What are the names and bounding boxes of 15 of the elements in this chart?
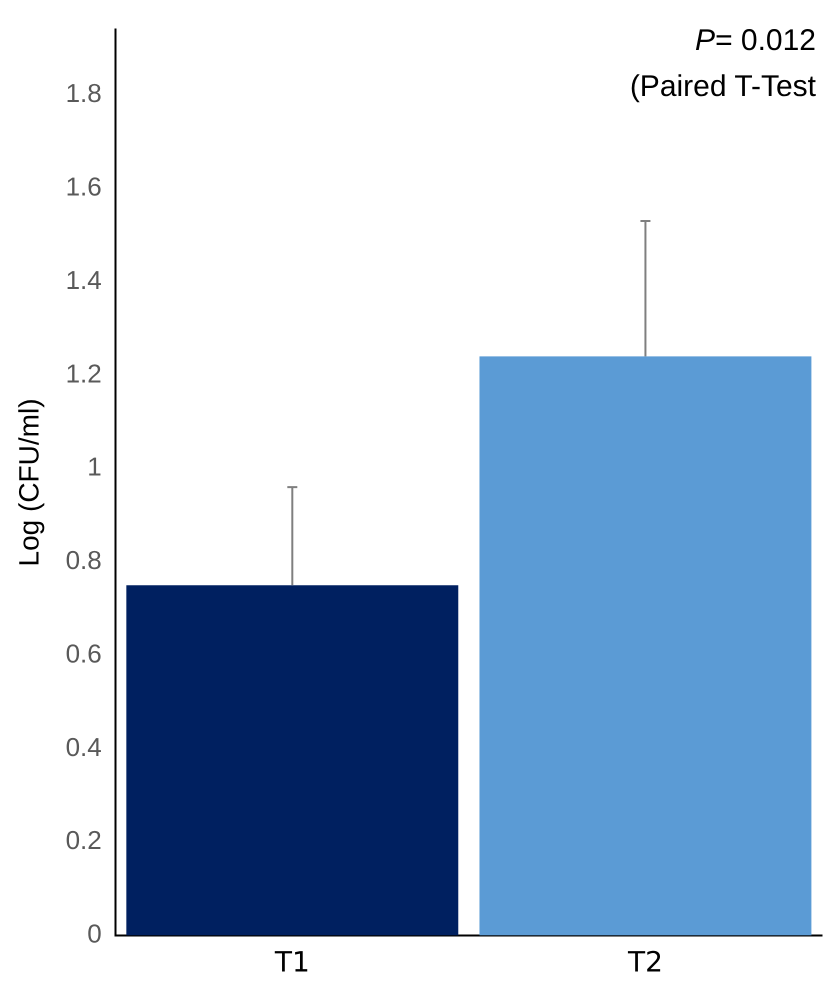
y-tick-label: 1.8 <box>66 78 102 108</box>
y-tick-label: 0.4 <box>66 732 102 762</box>
y-tick-label: 1 <box>87 452 102 482</box>
y-tick-label: 0 <box>87 918 102 949</box>
annotation: (Paired T-Test <box>630 69 816 105</box>
y-axis-title: Log (CFU/ml) <box>14 398 45 567</box>
y-tick-label: 1.4 <box>66 264 102 295</box>
y-tick-label: 0.2 <box>66 825 102 856</box>
annotation: P= 0.012 <box>694 23 816 59</box>
y-tick-label: 0.6 <box>66 638 102 668</box>
y-tick-label: 1.6 <box>66 172 102 202</box>
x-tick-label: T1 <box>274 945 310 978</box>
x-tick-label: T2 <box>626 945 663 978</box>
y-tick-label: 1.2 <box>66 358 102 388</box>
y-tick-label: 0.8 <box>66 545 102 576</box>
